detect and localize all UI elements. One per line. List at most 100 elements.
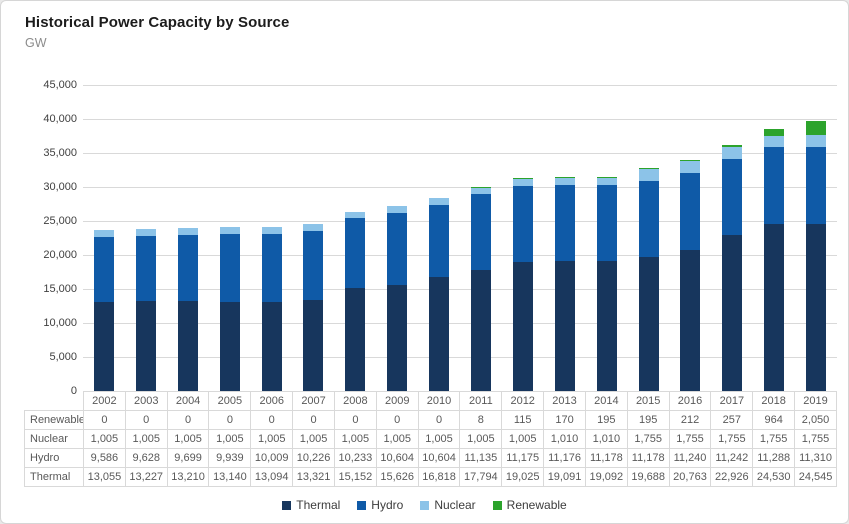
bar-segment-renewable-2018 (764, 128, 785, 136)
table-cell: 1,010 (584, 429, 628, 449)
table-cell: 8 (459, 410, 503, 430)
table-cell: 964 (752, 410, 796, 430)
table-cell: 1,010 (543, 429, 586, 449)
table-cell: 10,233 (333, 448, 377, 468)
table-cell: 0 (124, 410, 168, 430)
table-cell: 0 (250, 410, 294, 430)
table-cell: 20,763 (668, 467, 712, 487)
table-cell: 257 (710, 410, 754, 430)
plot-area (83, 85, 837, 392)
bar-segment-hydro-2016 (680, 173, 701, 250)
gridline (83, 187, 837, 188)
table-cell: 1,005 (250, 429, 294, 449)
year-header-cell: 2012 (501, 391, 545, 411)
legend-item-hydro: Hydro (357, 498, 403, 512)
gridline (83, 323, 837, 324)
bar-segment-hydro-2013 (554, 185, 575, 262)
table-cell: 0 (83, 410, 126, 430)
table-cell: 1,755 (626, 429, 670, 449)
year-header-cell: 2011 (459, 391, 503, 411)
bar-segment-hydro-2011 (470, 194, 491, 271)
y-axis-tick: 20,000 (43, 249, 77, 261)
bar-segment-hydro-2002 (93, 237, 114, 303)
bar-segment-thermal-2011 (470, 270, 491, 391)
bar-segment-hydro-2004 (177, 235, 198, 302)
table-cell: 2,050 (794, 410, 837, 430)
bar-segment-hydro-2005 (219, 234, 240, 302)
gridline (83, 85, 837, 86)
bar-segment-thermal-2008 (345, 287, 366, 391)
table-cell: 13,210 (166, 467, 210, 487)
year-header-cell: 2018 (752, 391, 796, 411)
table-row: Renewable 0 0 0 0 0 0 0 0 0 8 115 170 195 195 212 257 964… (24, 410, 837, 430)
year-header-cell: 2009 (375, 391, 419, 411)
table-cell: 1,005 (501, 429, 545, 449)
bar-segment-renewable-2017 (722, 145, 743, 147)
bar-segment-thermal-2005 (219, 301, 240, 391)
table-cell: 9,628 (124, 448, 168, 468)
year-header-cell: 2005 (208, 391, 252, 411)
gridline (83, 255, 837, 256)
bar-segment-nuclear-2006 (261, 227, 282, 234)
legend-label: Thermal (296, 498, 341, 512)
table-cell: 13,055 (83, 467, 126, 487)
bar-segment-hydro-2010 (429, 204, 450, 277)
legend-label: Renewable (506, 498, 567, 512)
year-header-cell: 2007 (292, 391, 335, 411)
table-cell: 1,005 (292, 429, 335, 449)
bar-segment-thermal-2017 (722, 235, 743, 391)
table-cell: 11,310 (794, 448, 837, 468)
bar-segment-nuclear-2005 (219, 227, 240, 235)
table-cell: 1,005 (459, 429, 503, 449)
table-corner-cell (25, 392, 84, 411)
table-cell: 10,009 (250, 448, 294, 468)
bar-segment-hydro-2015 (638, 181, 659, 258)
year-header-cell: 2006 (250, 391, 294, 411)
y-axis-tick: 15,000 (43, 283, 77, 295)
chart-title: Historical Power Capacity by Source (25, 14, 290, 31)
table-cell: 0 (375, 410, 419, 430)
data-table: 2002 2003 2004 2005 2006 2007 2008 2009 2010 2011… (24, 391, 837, 487)
year-header-cell: 2004 (166, 391, 210, 411)
table-cell: 22,926 (710, 467, 754, 487)
bar-segment-nuclear-2004 (177, 228, 198, 236)
table-cell: 1,005 (208, 429, 252, 449)
year-header-cell: 2003 (124, 391, 168, 411)
bar-segment-hydro-2003 (135, 235, 156, 302)
bar-segment-hydro-2018 (764, 147, 785, 225)
y-axis-tick: 45,000 (43, 79, 77, 91)
y-axis-tick: 10,000 (43, 317, 77, 329)
table-cell: 13,321 (292, 467, 335, 487)
gridline (83, 119, 837, 120)
bar-segment-nuclear-2018 (764, 135, 785, 148)
legend-swatch-renewable (492, 500, 502, 510)
table-cell: 0 (208, 410, 252, 430)
legend-label: Nuclear (434, 498, 476, 512)
year-header-cell: 2017 (710, 391, 754, 411)
row-label: Hydro (24, 448, 84, 468)
table-cell: 10,604 (375, 448, 419, 468)
bar-segment-renewable-2013 (554, 177, 575, 179)
table-cell: 1,005 (375, 429, 419, 449)
y-axis-tick: 5,000 (49, 351, 77, 363)
bar-segment-hydro-2008 (345, 218, 366, 288)
bar-segment-thermal-2002 (93, 302, 114, 391)
year-header-cell: 2015 (626, 391, 670, 411)
y-axis-tick: 30,000 (43, 181, 77, 193)
row-label: Nuclear (24, 429, 84, 449)
gridline (83, 221, 837, 222)
table-cell: 16,818 (417, 467, 461, 487)
bar-segment-renewable-2019 (806, 121, 827, 136)
table-cell: 9,699 (166, 448, 210, 468)
bar-segment-thermal-2010 (429, 276, 450, 391)
table-cell: 1,755 (668, 429, 712, 449)
table-cell: 1,005 (124, 429, 168, 449)
year-header-cell: 2013 (543, 391, 586, 411)
bar-segment-hydro-2006 (261, 233, 282, 302)
bar-segment-hydro-2014 (596, 185, 617, 262)
table-cell: 9,586 (83, 448, 126, 468)
table-row: Thermal 13,055 13,227 13,210 13,140 13,094 13,… (24, 467, 837, 487)
year-header-cell: 2019 (794, 391, 837, 411)
table-cell: 11,242 (710, 448, 754, 468)
